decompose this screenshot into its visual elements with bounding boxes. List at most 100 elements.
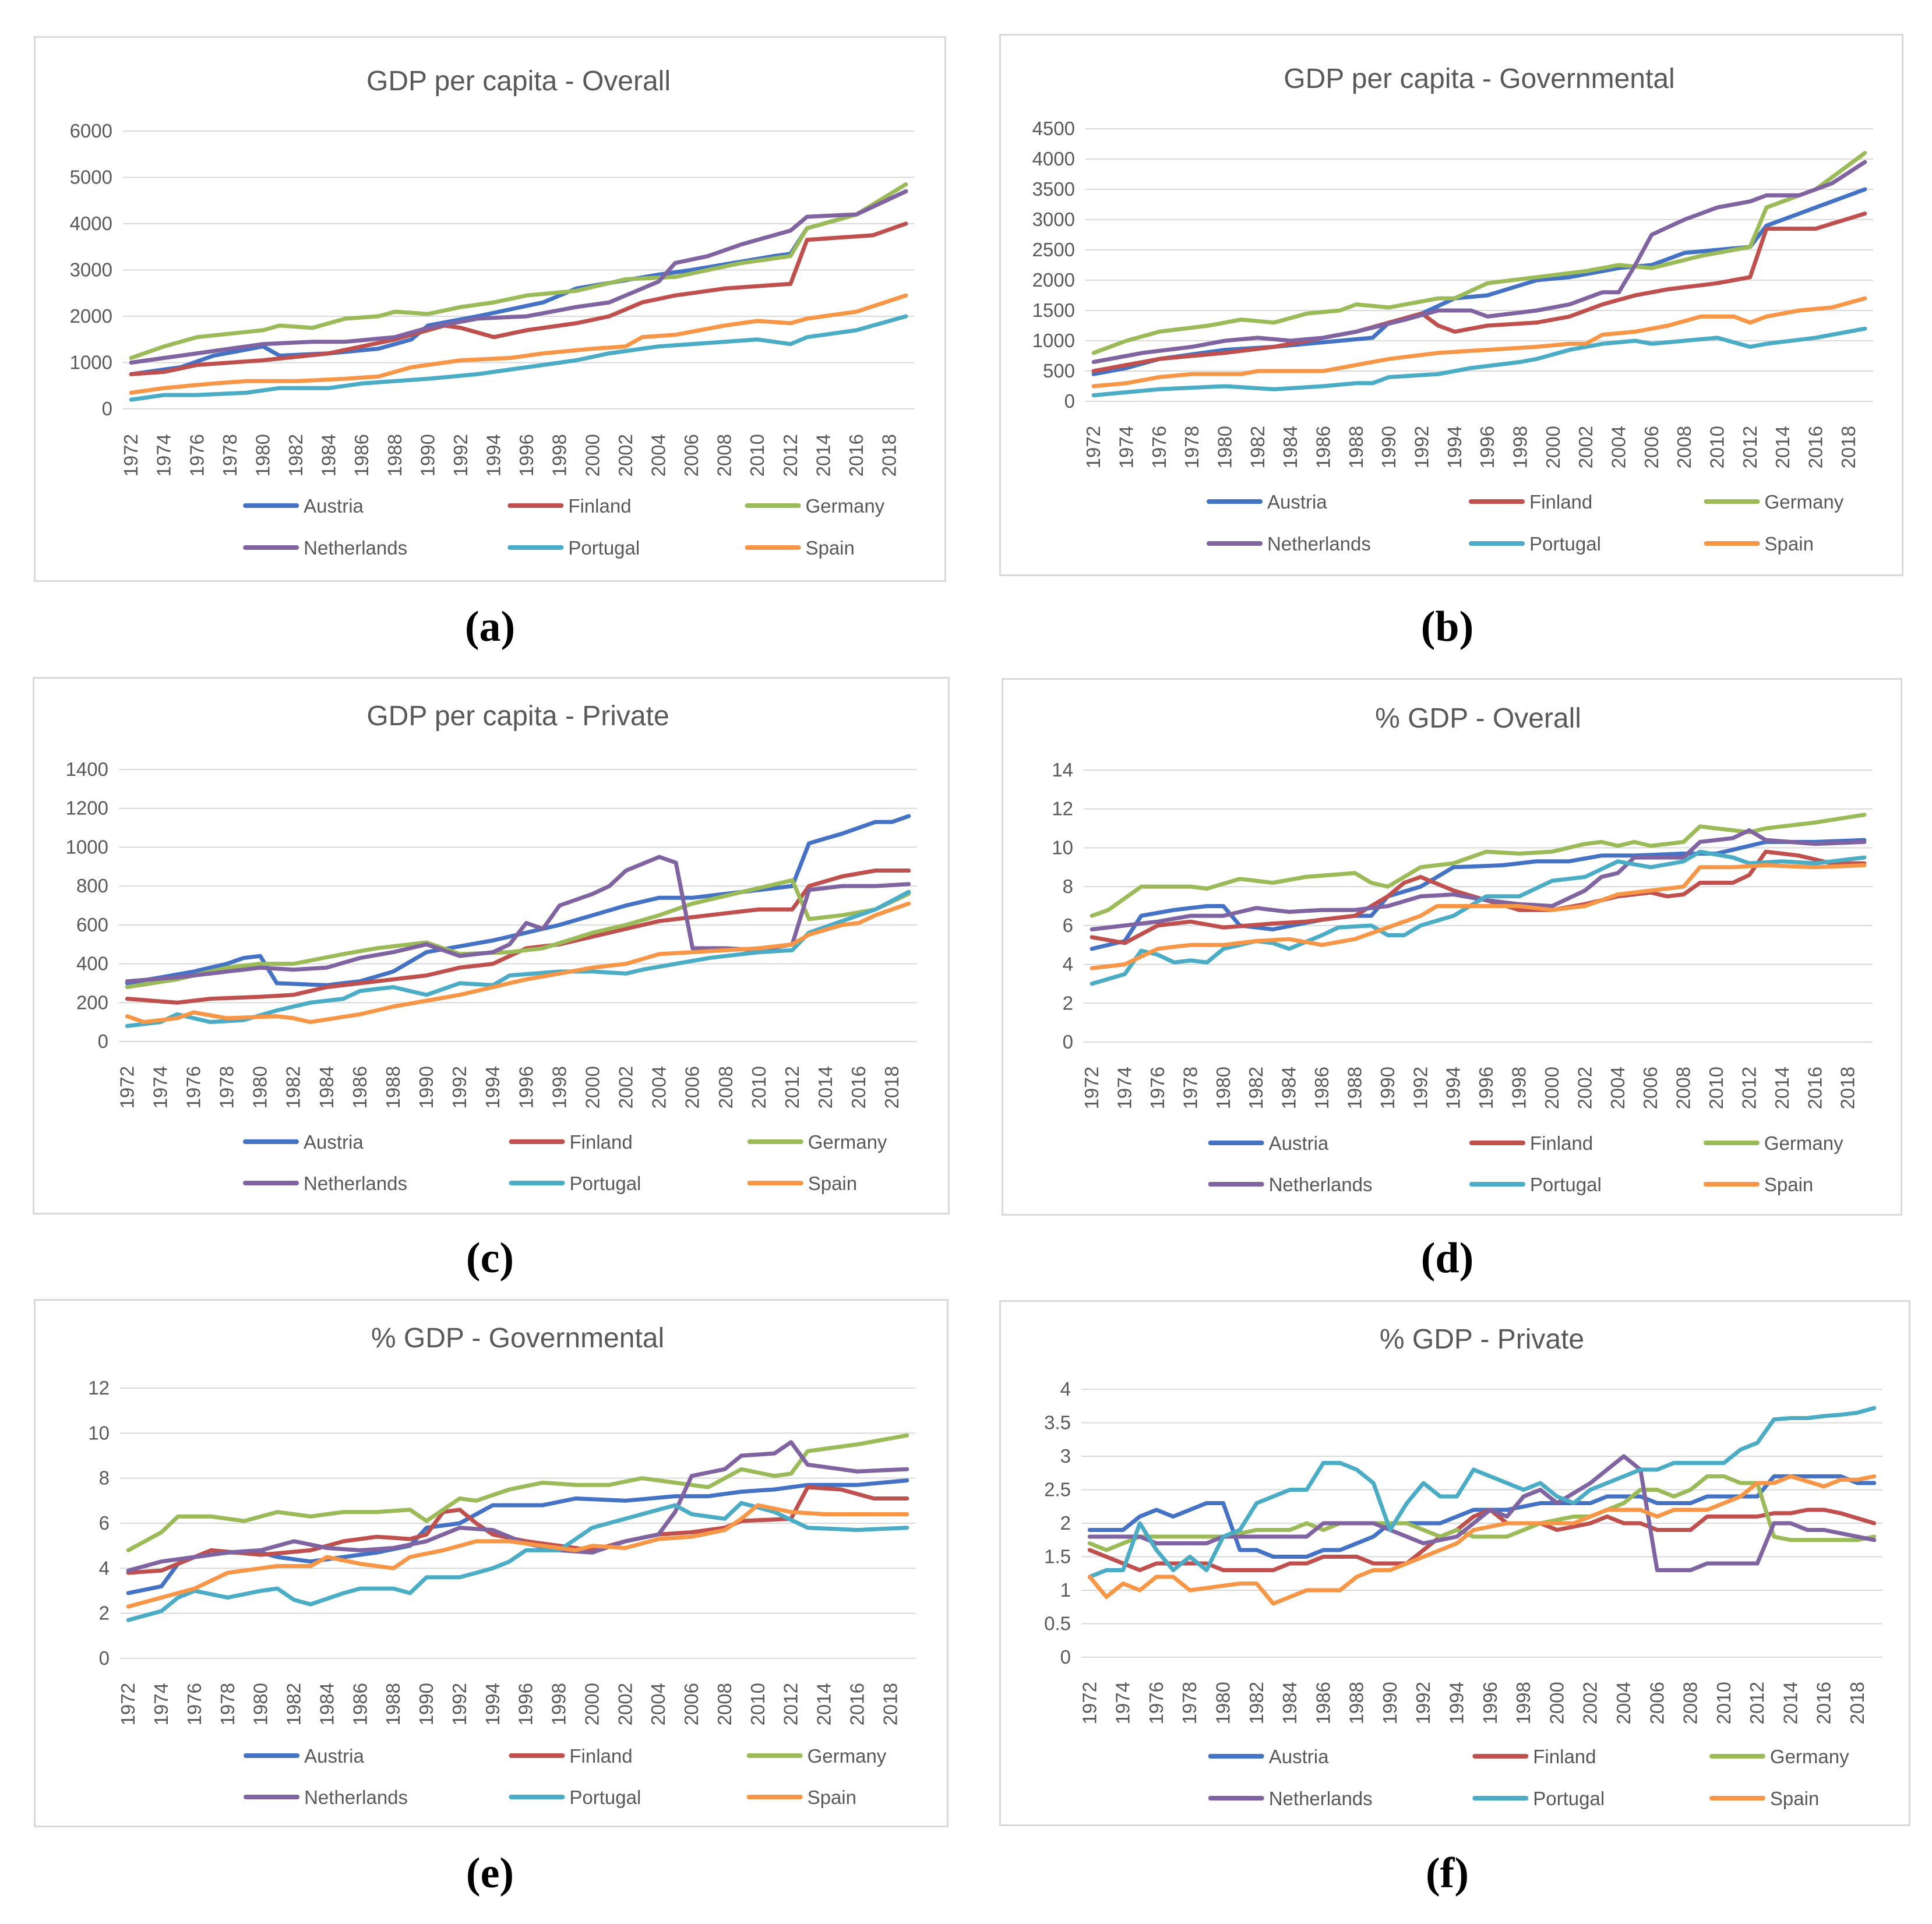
legend-label-portugal: Portugal [569, 1173, 641, 1194]
x-tick-label: 2018 [1846, 1682, 1868, 1724]
chart-title: % GDP - Private [1380, 1324, 1584, 1355]
y-tick-label: 10 [88, 1422, 110, 1443]
chart-panel-d: % GDP - Overall 0 2 4 6 8 10 12 14 1972 1974 1976 19… [1002, 678, 1902, 1216]
y-tick-label: 1200 [66, 797, 108, 819]
series-line-finland [129, 221, 908, 376]
x-tick-label: 1990 [1378, 426, 1399, 468]
x-tick-label: 1976 [1147, 1067, 1168, 1109]
x-tick-label: 1998 [1513, 1682, 1534, 1724]
series-line-austria [129, 189, 908, 376]
series-line-netherlands [1091, 160, 1867, 364]
x-tick-label: 1988 [1345, 426, 1367, 468]
chart-f-svg: % GDP - Private 0 0.5 1 1.5 2 2.5 3 3.5 4 1972 1974… [1044, 1324, 1882, 1809]
x-tick-label: 1984 [1279, 1682, 1300, 1724]
chart-panel-a: GDP per capita - Overall 0 1000 2000 3000 400… [34, 36, 946, 582]
legend-label-spain: Spain [1764, 1174, 1813, 1195]
x-tick-label: 2002 [1580, 1682, 1601, 1724]
x-tick-label: 2000 [581, 434, 603, 476]
y-tick-label: 2000 [1032, 269, 1075, 291]
y-tick-label: 0 [1063, 1031, 1073, 1053]
x-tick-label: 1992 [1412, 1682, 1434, 1724]
legend-label-austria: Austria [304, 1131, 364, 1153]
x-tick-label: 2004 [648, 1066, 670, 1108]
x-tick-label: 2010 [1706, 426, 1727, 468]
x-tick-label: 2008 [715, 1066, 736, 1108]
legend-label-netherlands: Netherlands [1269, 1788, 1373, 1809]
x-tick-label: 2000 [581, 1683, 602, 1725]
chart-e-svg: % GDP - Governmental 0 2 4 6 8 10 12 1972 1974 197… [88, 1323, 915, 1808]
chart-title: % GDP - Overall [1375, 703, 1581, 734]
x-tick-label: 1976 [1148, 426, 1170, 468]
x-tick-label: 1974 [1112, 1682, 1134, 1724]
x-tick-label: 1976 [186, 434, 207, 476]
y-tick-label: 8 [1063, 875, 1073, 897]
y-tick-label: 600 [76, 914, 108, 935]
y-tick-label: 500 [1043, 360, 1075, 382]
y-tick-label: 0 [1064, 390, 1075, 412]
x-tick-label: 1986 [349, 1066, 371, 1108]
x-tick-label: 1974 [1115, 426, 1137, 468]
x-tick-label: 2018 [881, 1066, 902, 1108]
legend-label-finland: Finland [1533, 1746, 1596, 1767]
x-tick-label: 2012 [1739, 426, 1761, 468]
chart-title: GDP per capita - Private [366, 701, 669, 732]
chart-a-svg: GDP per capita - Overall 0 1000 2000 3000 400… [70, 66, 914, 559]
x-tick-label: 1994 [1444, 426, 1465, 468]
x-tick-label: 1998 [548, 1066, 570, 1108]
x-tick-label: 1980 [249, 1066, 271, 1108]
series-line-portugal [1091, 326, 1867, 398]
x-tick-label: 1992 [450, 434, 471, 476]
legend-label-spain: Spain [1770, 1788, 1819, 1809]
legend-label-austria: Austria [1269, 1132, 1329, 1154]
series-line-finland [1091, 211, 1867, 373]
x-tick-label: 2018 [1838, 426, 1859, 468]
x-tick-label: 1986 [1312, 426, 1334, 468]
series-line-austria [125, 814, 911, 987]
x-tick-label: 2016 [845, 434, 867, 476]
y-tick-label: 6 [1063, 915, 1073, 936]
x-tick-label: 1980 [1212, 1067, 1234, 1109]
caption-e: (e) [466, 1849, 514, 1897]
y-tick-label: 8 [99, 1467, 110, 1489]
x-tick-label: 2002 [615, 434, 636, 476]
legend-label-spain: Spain [808, 1173, 857, 1194]
x-tick-label: 1994 [1446, 1682, 1468, 1724]
x-tick-label: 2002 [614, 1683, 636, 1725]
series-line-portugal [129, 314, 908, 402]
y-tick-label: 4 [1060, 1378, 1071, 1400]
series-line-spain [129, 293, 908, 395]
x-tick-label: 1990 [1379, 1682, 1401, 1724]
chart-panel-c: GDP per capita - Private 0 200 400 600 800 100… [33, 677, 950, 1215]
y-tick-label: 1400 [66, 758, 108, 780]
x-tick-label: 1972 [1083, 426, 1104, 468]
x-tick-label: 2000 [581, 1066, 603, 1108]
series-line-portugal [126, 1501, 909, 1622]
x-tick-label: 2006 [681, 1683, 702, 1725]
x-tick-label: 1992 [1411, 426, 1432, 468]
x-tick-label: 1982 [1245, 1067, 1267, 1109]
chart-panel-e: % GDP - Governmental 0 2 4 6 8 10 12 1972 1974 197… [34, 1299, 949, 1827]
chart-title: % GDP - Governmental [371, 1323, 664, 1354]
y-tick-label: 3.5 [1044, 1412, 1071, 1434]
x-tick-label: 2010 [746, 434, 768, 476]
x-tick-label: 1986 [351, 434, 372, 476]
caption-d: (d) [1420, 1234, 1474, 1282]
caption-b: (b) [1420, 603, 1474, 651]
y-tick-label: 14 [1052, 759, 1073, 781]
x-tick-label: 1990 [417, 434, 438, 476]
chart-title: GDP per capita - Governmental [1284, 63, 1674, 94]
y-tick-label: 2 [99, 1602, 110, 1624]
y-tick-label: 10 [1052, 836, 1073, 858]
series-line-spain [1091, 296, 1867, 389]
x-tick-label: 1998 [549, 434, 570, 476]
y-tick-label: 3500 [1032, 178, 1075, 200]
x-tick-label: 2008 [1673, 1067, 1694, 1109]
x-tick-label: 1992 [1409, 1067, 1431, 1109]
y-tick-label: 4000 [70, 213, 112, 234]
y-tick-label: 12 [1052, 798, 1073, 820]
x-tick-label: 1986 [1311, 1067, 1332, 1109]
y-tick-label: 2500 [1032, 239, 1075, 260]
x-tick-label: 1974 [153, 434, 175, 476]
caption-c: (c) [466, 1234, 514, 1282]
x-tick-label: 2010 [1705, 1067, 1727, 1109]
